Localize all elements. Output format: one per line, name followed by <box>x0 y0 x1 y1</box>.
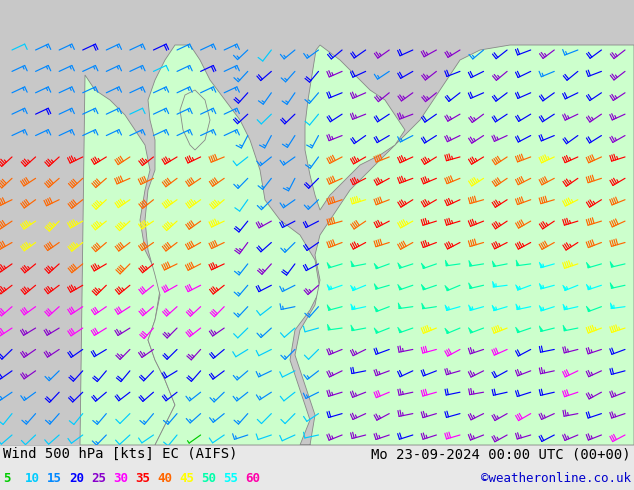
Polygon shape <box>374 328 378 333</box>
Text: 25: 25 <box>91 471 106 485</box>
Polygon shape <box>398 263 402 268</box>
Polygon shape <box>563 304 567 310</box>
Bar <box>0 445 634 490</box>
Polygon shape <box>515 327 520 333</box>
Polygon shape <box>493 281 496 287</box>
Polygon shape <box>586 306 591 312</box>
Polygon shape <box>422 303 425 309</box>
Polygon shape <box>586 284 590 290</box>
Polygon shape <box>145 45 320 445</box>
Polygon shape <box>539 305 543 311</box>
Text: 30: 30 <box>113 471 128 485</box>
Polygon shape <box>445 285 450 291</box>
Polygon shape <box>398 327 402 333</box>
Polygon shape <box>516 304 519 310</box>
Polygon shape <box>540 326 543 331</box>
Polygon shape <box>398 303 401 309</box>
Text: 60: 60 <box>245 471 260 485</box>
Polygon shape <box>469 260 472 266</box>
Polygon shape <box>469 305 472 311</box>
Polygon shape <box>180 90 210 150</box>
Text: ©weatheronline.co.uk: ©weatheronline.co.uk <box>481 471 631 485</box>
Text: 55: 55 <box>223 471 238 485</box>
Polygon shape <box>563 325 567 331</box>
Polygon shape <box>351 285 355 291</box>
Polygon shape <box>445 260 449 266</box>
Polygon shape <box>540 283 543 289</box>
Polygon shape <box>398 284 402 290</box>
Polygon shape <box>539 262 543 268</box>
Polygon shape <box>80 75 175 445</box>
Polygon shape <box>610 261 614 267</box>
Polygon shape <box>421 263 425 269</box>
Polygon shape <box>611 303 614 309</box>
Polygon shape <box>610 283 614 288</box>
Polygon shape <box>515 285 520 290</box>
Polygon shape <box>295 45 634 445</box>
Polygon shape <box>445 328 450 334</box>
Text: 10: 10 <box>25 471 40 485</box>
Polygon shape <box>445 305 449 311</box>
Polygon shape <box>351 304 354 310</box>
Text: 40: 40 <box>157 471 172 485</box>
Polygon shape <box>327 262 331 268</box>
Text: 20: 20 <box>69 471 84 485</box>
Text: 50: 50 <box>201 471 216 485</box>
Polygon shape <box>327 284 331 290</box>
Polygon shape <box>421 284 425 290</box>
Text: 45: 45 <box>179 471 194 485</box>
Polygon shape <box>327 305 331 310</box>
Polygon shape <box>374 284 378 289</box>
Text: Wind 500 hPa [kts] EC (AIFS): Wind 500 hPa [kts] EC (AIFS) <box>3 447 238 461</box>
Polygon shape <box>469 327 473 333</box>
Polygon shape <box>492 305 496 311</box>
Polygon shape <box>469 283 472 289</box>
Polygon shape <box>351 325 354 331</box>
Polygon shape <box>516 260 519 266</box>
Text: Mo 23-09-2024 00:00 UTC (00+00): Mo 23-09-2024 00:00 UTC (00+00) <box>372 447 631 461</box>
Polygon shape <box>586 262 590 268</box>
Polygon shape <box>351 261 354 267</box>
Polygon shape <box>374 263 378 269</box>
Polygon shape <box>305 45 405 210</box>
Polygon shape <box>374 306 378 312</box>
Polygon shape <box>562 285 567 291</box>
Text: 35: 35 <box>135 471 150 485</box>
Polygon shape <box>327 324 331 330</box>
Text: 15: 15 <box>47 471 62 485</box>
Text: 5: 5 <box>3 471 11 485</box>
Polygon shape <box>492 261 496 267</box>
